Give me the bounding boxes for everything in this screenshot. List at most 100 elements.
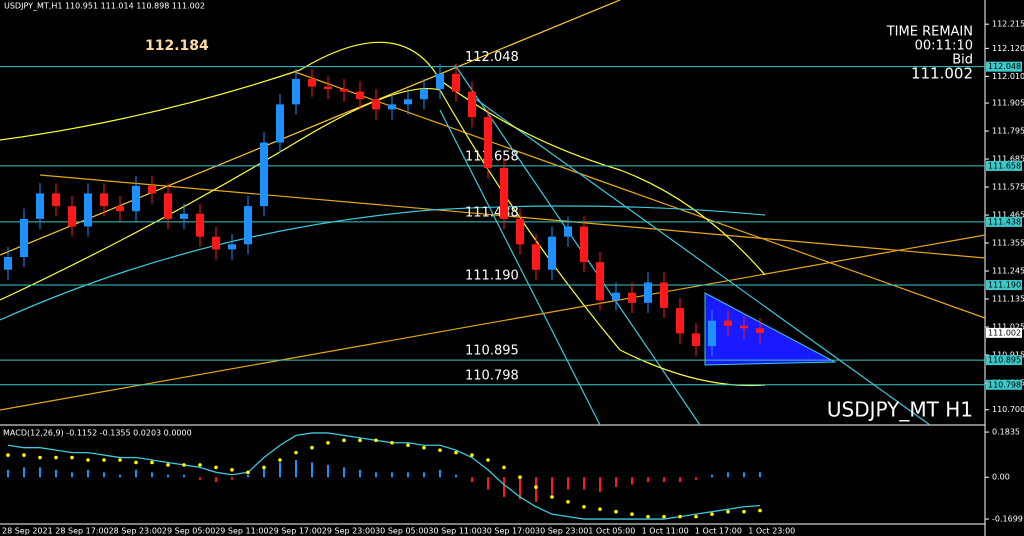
candle-body <box>468 91 476 118</box>
candle-body <box>68 206 76 227</box>
candle-body <box>548 236 556 270</box>
y-tick-label: 112.120 <box>992 44 1024 53</box>
candle-body <box>260 142 268 207</box>
y-tick-label: 110.700 <box>992 405 1024 414</box>
candle-body <box>516 218 524 245</box>
candle-body <box>4 257 12 270</box>
y-tick-label: 111.135 <box>992 295 1024 304</box>
signal-dot <box>166 463 170 467</box>
candle-body <box>340 89 348 92</box>
candle-body <box>356 91 364 100</box>
trendline <box>0 234 986 411</box>
candle-body <box>676 307 684 334</box>
signal-dot <box>470 453 474 457</box>
signal-dot <box>198 463 202 467</box>
signal-dot <box>454 450 458 455</box>
candle-body <box>484 117 492 168</box>
signal-dot <box>6 453 10 457</box>
signal-dot <box>246 470 250 475</box>
x-tick-label: 29 Sep 11:00 <box>215 527 268 536</box>
x-tick-label: 30 Sep 05:00 <box>375 527 428 536</box>
bid-box <box>986 327 1022 338</box>
signal-dot <box>390 440 394 445</box>
y-tick-label: 112.215 <box>992 20 1024 29</box>
candle-body <box>628 292 636 303</box>
candle-body <box>596 262 604 301</box>
candle-body <box>612 292 620 301</box>
signal-dot <box>294 450 298 455</box>
x-tick-label: 28 Sep 17:00 <box>55 527 108 536</box>
signal-dot <box>150 460 154 465</box>
bid: 111.002 <box>911 65 973 83</box>
signal-dot <box>22 453 26 457</box>
signal-dot <box>550 495 554 499</box>
candle-body <box>212 236 220 250</box>
signal-dot <box>374 438 378 443</box>
candle-body <box>756 328 764 333</box>
y-tick-label: 111.685 <box>992 155 1024 164</box>
signal-dot <box>486 458 490 462</box>
moving-average <box>0 205 766 321</box>
level-box <box>986 379 1022 390</box>
bid-label: Bid <box>952 53 973 68</box>
signal-dot <box>502 465 506 470</box>
candle-body <box>708 320 716 347</box>
candle-body <box>52 193 60 207</box>
bid-box-label: 111.002 <box>988 328 1021 337</box>
x-tick-label: 1 Oct 11:00 <box>642 527 689 536</box>
signal-dot <box>406 443 410 448</box>
trendline <box>439 109 601 426</box>
signal-dot <box>726 509 730 514</box>
signal-dot <box>566 500 570 504</box>
signal-dot <box>278 458 282 462</box>
level-box-label: 110.798 <box>988 380 1021 389</box>
signal-dot <box>710 512 714 516</box>
level-box <box>986 280 1022 291</box>
signal-dot <box>214 465 218 470</box>
signal-dot <box>326 440 330 445</box>
signal-dot <box>182 463 186 467</box>
candle-body <box>84 193 92 227</box>
candle-body <box>276 104 284 143</box>
candle-body <box>452 73 460 92</box>
level-label: 110.895 <box>465 344 519 359</box>
x-tick-label: 1 Oct 23:00 <box>748 527 795 536</box>
y-tick-label: 111.025 <box>992 323 1024 332</box>
level-label: 111.438 <box>465 205 519 220</box>
trendline <box>39 174 986 259</box>
x-tick-label: 1 Oct 17:00 <box>695 527 742 536</box>
x-tick-label: 28 Sep 2021 <box>2 527 53 536</box>
y-tick-label: 0.00 <box>992 473 1010 482</box>
candle-body <box>116 206 124 212</box>
candle-body <box>580 226 588 263</box>
signal-dot <box>262 465 266 470</box>
x-tick-label: 30 Sep 17:00 <box>482 527 535 536</box>
candle-body <box>36 193 44 219</box>
watermark: USDJPY_MT H1 <box>827 398 973 422</box>
candle-body <box>180 213 188 219</box>
candle-body <box>132 185 140 212</box>
signal-dot <box>310 445 314 450</box>
macd-title: MACD(12,26,9) -0.1152 -0.1355 0.0203 0.0… <box>3 429 192 438</box>
symbol-info: USDJPY_MT,H1 110.951 111.014 110.898 111… <box>4 2 205 11</box>
signal-dot <box>438 448 442 452</box>
x-tick-label: 29 Sep 17:00 <box>269 527 322 536</box>
time-remain: TIME REMAIN <box>886 25 973 40</box>
candle-body <box>324 86 332 90</box>
level-box <box>986 160 1022 171</box>
candle-body <box>228 244 236 250</box>
signal-dot <box>342 438 346 443</box>
level-box-label: 111.190 <box>988 281 1021 290</box>
candle-body <box>100 193 108 207</box>
signal-dot <box>742 509 746 514</box>
candle-body <box>420 89 428 100</box>
signal-dot <box>678 514 682 519</box>
signal-dot <box>518 475 522 480</box>
signal-dot <box>86 458 90 462</box>
candle-body <box>404 99 412 105</box>
signal-dot <box>134 460 138 465</box>
y-tick-label: 111.795 <box>992 127 1024 136</box>
signal-dot <box>598 507 602 512</box>
candle-body <box>532 244 540 270</box>
